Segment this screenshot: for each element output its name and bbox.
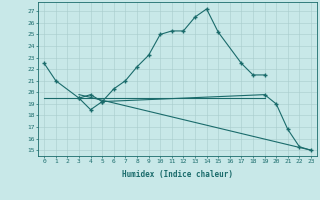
X-axis label: Humidex (Indice chaleur): Humidex (Indice chaleur) bbox=[122, 170, 233, 179]
